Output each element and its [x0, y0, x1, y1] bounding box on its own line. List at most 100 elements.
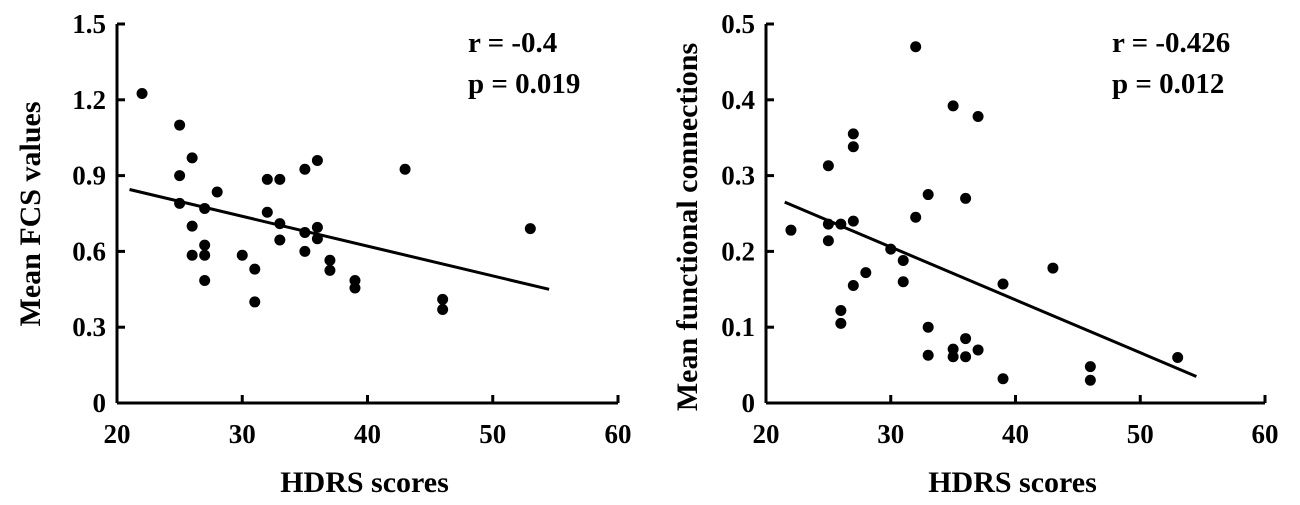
p-value-label: p = 0.019 — [468, 68, 580, 100]
x-tick-label: 50 — [479, 419, 506, 449]
data-point — [274, 234, 286, 246]
data-point — [960, 333, 972, 345]
y-tick-label: 1.2 — [72, 85, 106, 115]
data-point — [847, 215, 859, 227]
data-point — [822, 218, 834, 230]
data-point — [437, 304, 449, 316]
data-point — [174, 170, 186, 182]
data-point — [910, 41, 922, 53]
data-point — [199, 274, 211, 286]
x-tick-label: 50 — [1127, 419, 1154, 449]
y-tick-label: 0.3 — [721, 161, 755, 191]
data-point — [947, 351, 959, 363]
data-point — [1084, 361, 1096, 373]
data-point — [136, 87, 148, 99]
data-point — [972, 110, 984, 122]
data-point — [997, 373, 1009, 385]
data-point — [311, 221, 323, 233]
y-axis-title: Mean functional connections — [671, 43, 704, 411]
left-scatter-panel: 0 0.3 0.6 0.9 1.2 1.5 20 30 40 50 60 HDRS scores Mea… — [14, 9, 632, 499]
data-point — [885, 243, 897, 255]
data-point — [186, 249, 198, 261]
regression-line — [784, 200, 1197, 378]
x-axis-title: HDRS scores — [928, 466, 1097, 499]
data-point — [261, 173, 273, 185]
x-tick-label: 60 — [1252, 419, 1279, 449]
x-tick-label: 20 — [753, 419, 780, 449]
data-point — [922, 321, 934, 333]
data-point — [299, 245, 311, 257]
x-axis-title: HDRS scores — [280, 466, 449, 499]
data-point — [847, 280, 859, 292]
y-tick-label: 0.4 — [721, 85, 755, 115]
data-point — [261, 206, 273, 218]
data-point — [299, 226, 311, 238]
data-point — [524, 223, 536, 235]
x-tick-label: 30 — [877, 419, 904, 449]
data-point — [199, 249, 211, 261]
data-point — [947, 100, 959, 112]
data-point — [274, 218, 286, 230]
data-point — [199, 202, 211, 214]
y-tick-label: 0.6 — [72, 236, 106, 266]
data-point — [311, 154, 323, 166]
correlation-r-label: r = -0.4 — [468, 27, 557, 59]
data-point — [835, 317, 847, 329]
y-tick-label: 1.5 — [72, 9, 106, 39]
data-point — [822, 160, 834, 172]
y-tick-label: 0.1 — [721, 312, 755, 342]
y-tick-label: 0 — [742, 388, 756, 418]
data-point — [922, 349, 934, 361]
correlation-r-label: r = -0.426 — [1112, 27, 1230, 59]
p-value-label: p = 0.012 — [1112, 68, 1224, 100]
data-point — [960, 192, 972, 204]
data-point — [324, 264, 336, 276]
x-tick-label: 30 — [229, 419, 256, 449]
data-point — [249, 296, 261, 308]
data-point — [910, 211, 922, 223]
data-point — [174, 197, 186, 209]
data-point — [399, 163, 411, 175]
data-point — [211, 186, 223, 198]
data-point — [972, 344, 984, 356]
data-point — [349, 282, 361, 294]
data-point — [1084, 374, 1096, 386]
data-point — [785, 224, 797, 236]
data-point — [437, 293, 449, 305]
data-point — [897, 276, 909, 288]
data-point — [1047, 262, 1059, 274]
data-point — [947, 343, 959, 355]
data-point — [174, 119, 186, 131]
data-point — [186, 152, 198, 164]
data-point — [299, 163, 311, 175]
y-tick-label: 0.9 — [72, 161, 106, 191]
data-point — [960, 351, 972, 363]
data-point — [236, 249, 248, 261]
data-point — [835, 305, 847, 317]
data-point — [199, 239, 211, 251]
right-scatter-panel: 0 0.1 0.2 0.3 0.4 0.5 20 30 40 50 60 HDRS scores Mea… — [671, 9, 1279, 499]
data-point — [847, 141, 859, 153]
data-point — [835, 218, 847, 230]
data-point — [822, 235, 834, 247]
y-tick-label: 0 — [93, 388, 107, 418]
x-tick-label: 60 — [605, 419, 632, 449]
data-point — [922, 189, 934, 201]
y-tick-label: 0.5 — [721, 9, 755, 39]
data-point — [349, 274, 361, 286]
regression-line — [129, 188, 550, 291]
data-point — [249, 263, 261, 275]
y-tick-label: 0.2 — [721, 236, 755, 266]
data-point — [274, 173, 286, 185]
y-tick-label: 0.3 — [72, 312, 106, 342]
data-point — [860, 267, 872, 279]
data-point — [186, 220, 198, 232]
y-axis-title: Mean FCS values — [14, 102, 47, 327]
x-tick-label: 20 — [104, 419, 131, 449]
data-point — [311, 233, 323, 245]
data-point — [847, 128, 859, 140]
data-point — [324, 254, 336, 266]
x-tick-label: 40 — [1002, 419, 1029, 449]
data-point — [897, 254, 909, 266]
